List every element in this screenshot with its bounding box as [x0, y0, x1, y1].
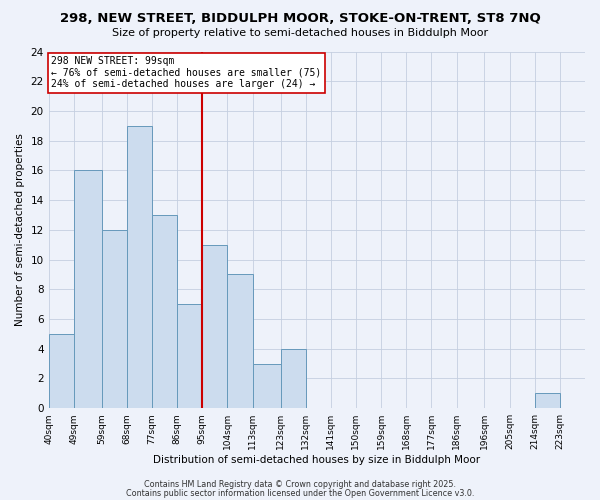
Text: Contains HM Land Registry data © Crown copyright and database right 2025.: Contains HM Land Registry data © Crown c…	[144, 480, 456, 489]
Text: 298, NEW STREET, BIDDULPH MOOR, STOKE-ON-TRENT, ST8 7NQ: 298, NEW STREET, BIDDULPH MOOR, STOKE-ON…	[59, 12, 541, 26]
Y-axis label: Number of semi-detached properties: Number of semi-detached properties	[15, 134, 25, 326]
Text: Size of property relative to semi-detached houses in Biddulph Moor: Size of property relative to semi-detach…	[112, 28, 488, 38]
Bar	[152, 215, 177, 408]
Bar	[49, 334, 74, 408]
Bar	[227, 274, 253, 408]
Bar	[253, 364, 281, 408]
X-axis label: Distribution of semi-detached houses by size in Biddulph Moor: Distribution of semi-detached houses by …	[153, 455, 481, 465]
Bar	[202, 244, 227, 408]
Bar	[535, 394, 560, 408]
Text: Contains public sector information licensed under the Open Government Licence v3: Contains public sector information licen…	[126, 488, 474, 498]
Bar	[127, 126, 152, 408]
Bar	[74, 170, 102, 408]
Bar	[177, 304, 202, 408]
Bar	[281, 349, 305, 408]
Bar	[102, 230, 127, 408]
Text: 298 NEW STREET: 99sqm
← 76% of semi-detached houses are smaller (75)
24% of semi: 298 NEW STREET: 99sqm ← 76% of semi-deta…	[52, 56, 322, 89]
